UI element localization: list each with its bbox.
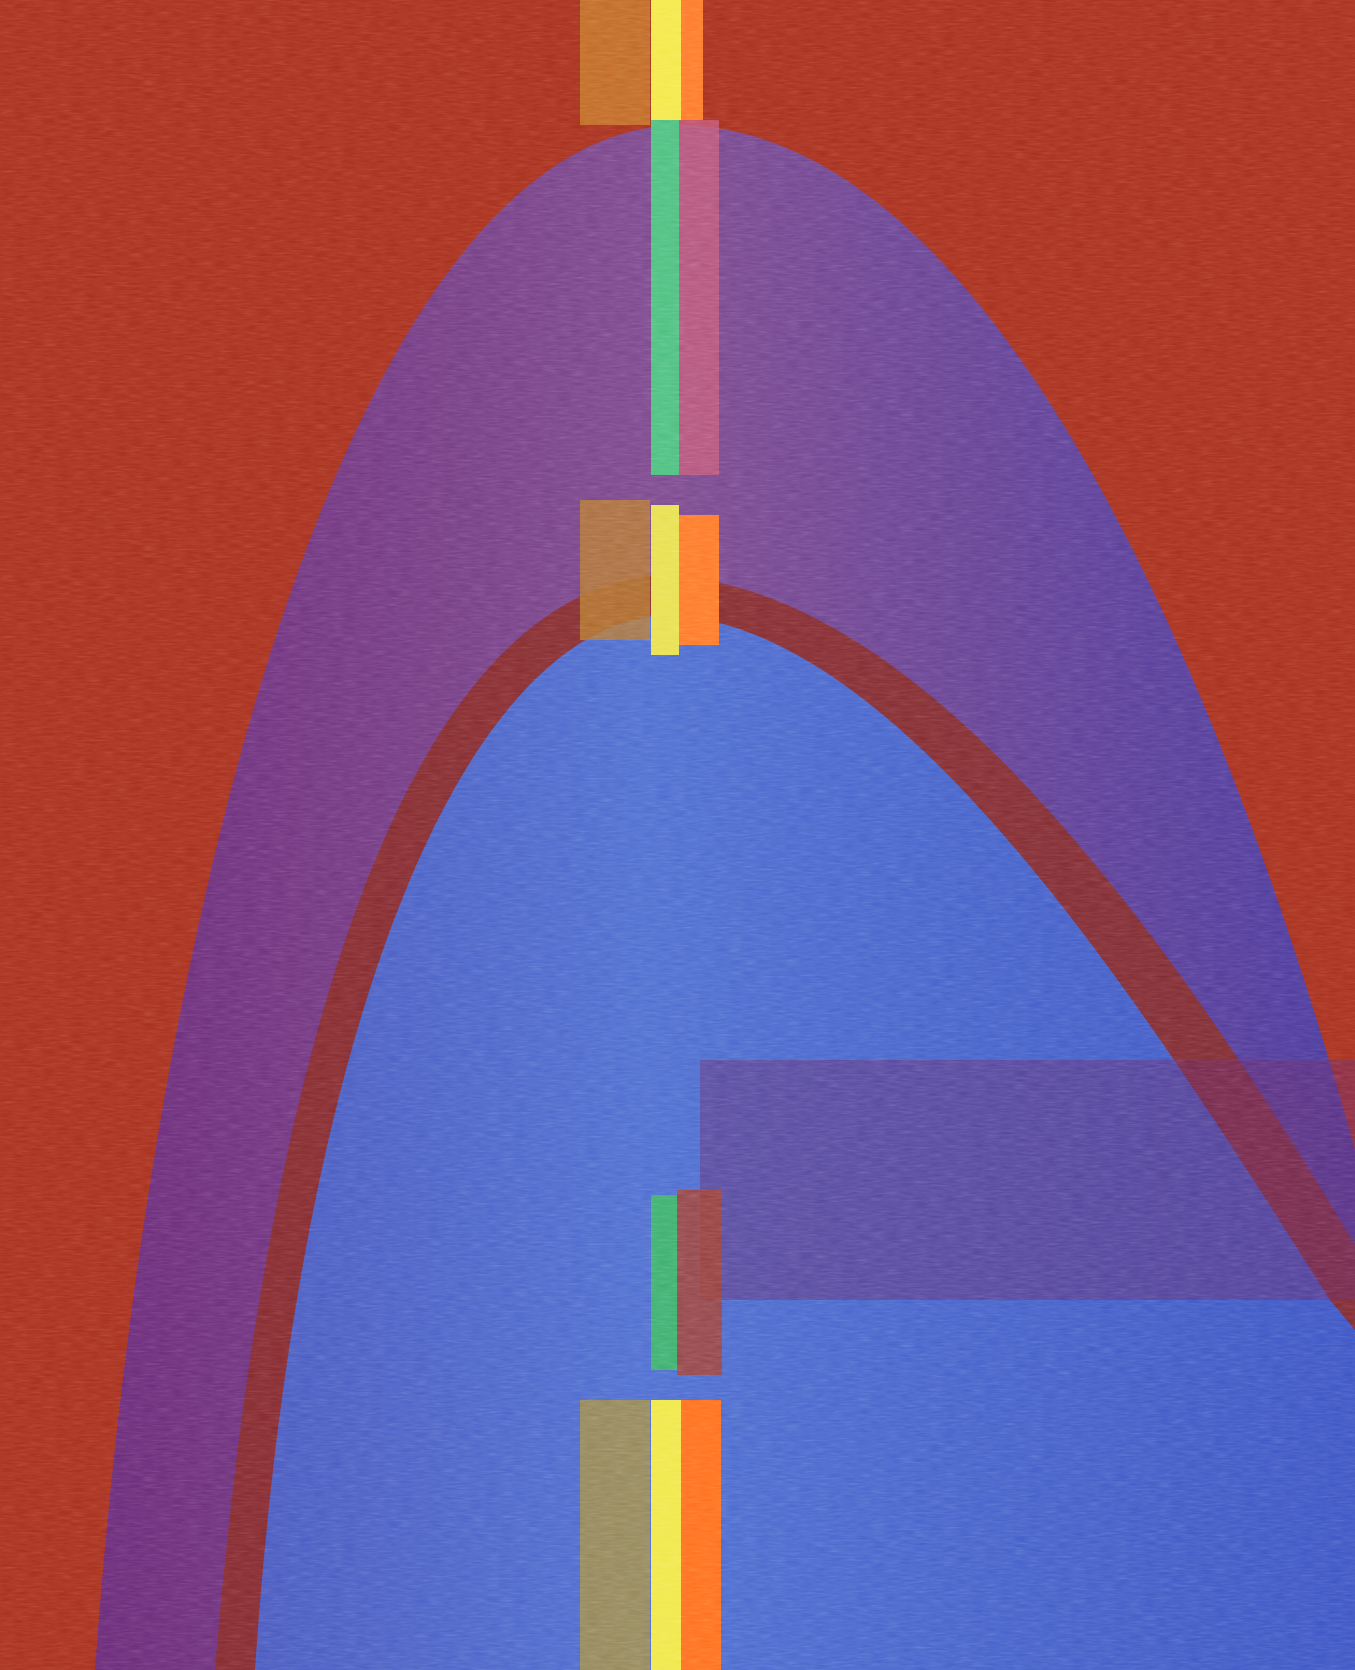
heatmap-image xyxy=(0,0,1355,1670)
page: Heatmap image {} html, body { margin: 0;… xyxy=(0,0,1355,1670)
texture-overlay xyxy=(0,0,1355,1670)
page-body xyxy=(0,0,1355,1670)
